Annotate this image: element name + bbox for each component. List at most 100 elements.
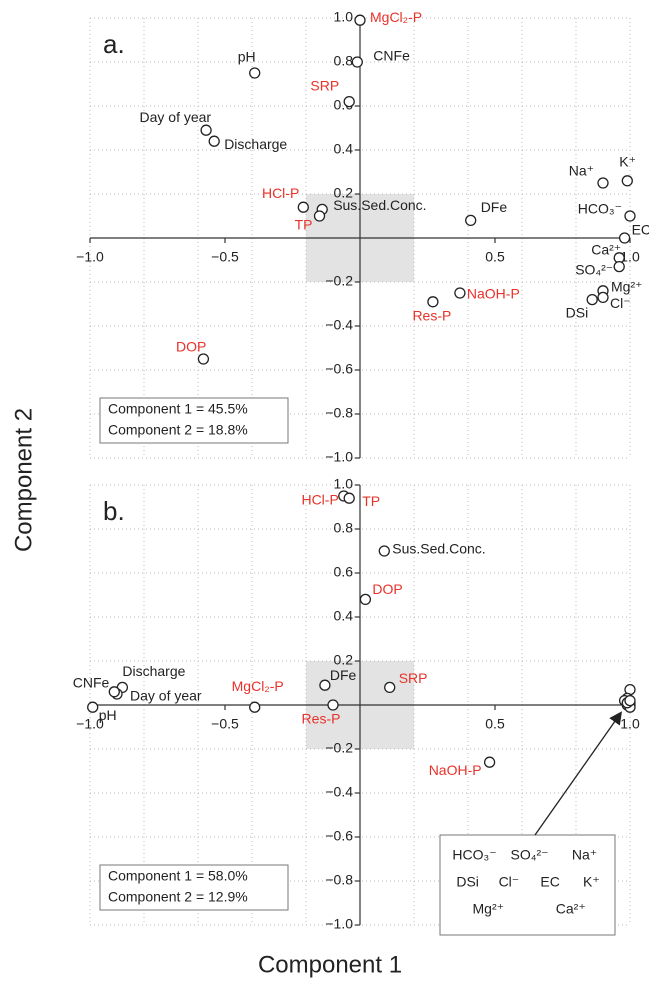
data-point xyxy=(108,686,120,698)
point-label: CNFe xyxy=(73,675,110,691)
data-point xyxy=(249,67,261,79)
data-point xyxy=(483,756,496,768)
callout-label: Cl⁻ xyxy=(499,874,520,890)
point-label: Res-P xyxy=(412,308,451,324)
data-point xyxy=(354,14,366,26)
data-point xyxy=(197,353,210,365)
data-point xyxy=(208,135,220,147)
point-label: SO₄²⁻ xyxy=(575,261,613,277)
y-tick-label: −0.6 xyxy=(325,361,353,377)
data-point xyxy=(327,699,339,711)
point-label: Cl⁻ xyxy=(610,295,631,311)
data-point xyxy=(359,593,372,606)
y-tick-label: −0.2 xyxy=(325,740,353,756)
x-tick-label: 0.5 xyxy=(485,249,505,265)
point-label: SRP xyxy=(310,77,339,93)
y-tick-label: 0.6 xyxy=(334,564,354,580)
annotation: Component 2 = 12.9% xyxy=(108,889,248,905)
data-point xyxy=(319,679,331,691)
x-tick-label: −1.0 xyxy=(76,249,104,265)
data-point xyxy=(249,701,261,713)
point-label: K⁺ xyxy=(619,154,636,170)
data-point xyxy=(343,492,355,504)
x-axis-title: Component 1 xyxy=(258,951,402,978)
point-label: EC xyxy=(632,222,649,238)
data-point xyxy=(87,701,99,713)
panel-label: a. xyxy=(103,29,125,59)
y-tick-label: 0.4 xyxy=(334,141,354,157)
point-label: SRP xyxy=(399,670,428,686)
y-tick-label: −1.0 xyxy=(325,916,353,932)
data-point xyxy=(613,260,625,273)
data-point xyxy=(313,210,326,222)
point-label: Discharge xyxy=(224,136,287,152)
point-label: HCl-P xyxy=(301,492,338,508)
callout-label: K⁺ xyxy=(583,874,600,890)
y-tick-label: −0.4 xyxy=(325,317,353,333)
panel-label: b. xyxy=(103,496,125,526)
x-tick-label: −0.5 xyxy=(211,716,239,732)
point-label: DOP xyxy=(176,339,206,355)
callout-arrow xyxy=(534,711,622,836)
stats-box xyxy=(99,864,289,911)
annotation: Component 1 = 58.0% xyxy=(108,868,248,884)
data-point xyxy=(351,56,363,68)
y-tick-label: −0.8 xyxy=(325,872,353,888)
point-label: MgCl₂-P xyxy=(232,678,284,694)
y-tick-label: 0.2 xyxy=(334,652,354,668)
callout-label: DSi xyxy=(456,874,479,890)
data-point xyxy=(454,287,466,299)
x-tick-label: 1.0 xyxy=(620,249,640,265)
point-label: TP xyxy=(295,217,313,233)
callout-box xyxy=(439,834,616,936)
point-label: Discharge xyxy=(122,663,185,679)
y-tick-label: −0.4 xyxy=(325,784,353,800)
annotation: Component 1 = 45.5% xyxy=(108,401,248,417)
point-label: pH xyxy=(99,707,117,723)
x-tick-label: −1.0 xyxy=(76,716,104,732)
callout-label: Na⁺ xyxy=(572,847,597,863)
data-point xyxy=(384,681,396,694)
point-label: DSi xyxy=(566,304,589,320)
y-tick-label: 0.4 xyxy=(334,608,354,624)
data-point xyxy=(427,296,439,308)
y-tick-label: 0.2 xyxy=(334,185,354,201)
point-label: Day of year xyxy=(140,109,212,125)
data-point xyxy=(297,201,309,213)
data-point xyxy=(597,291,609,304)
point-label: HCO₃⁻ xyxy=(578,201,622,217)
point-label: Ca²⁺ xyxy=(591,242,621,258)
data-point xyxy=(618,232,631,244)
point-label: TP xyxy=(362,493,380,509)
stats-box xyxy=(99,397,289,444)
y-tick-label: 0.8 xyxy=(334,520,354,536)
data-point xyxy=(586,293,598,306)
callout-label: Mg²⁺ xyxy=(473,901,505,917)
point-label: Res-P xyxy=(302,711,341,727)
y-tick-label: −0.8 xyxy=(325,405,353,421)
point-label: MgCl₂-P xyxy=(370,9,422,25)
y-axis-title: Component 2 xyxy=(10,408,37,552)
point-label: pH xyxy=(238,49,256,65)
y-tick-label: −1.0 xyxy=(325,449,353,465)
annotation: Component 2 = 18.8% xyxy=(108,422,248,438)
point-label: HCl-P xyxy=(262,185,299,201)
point-label: DFe xyxy=(330,667,357,683)
data-point xyxy=(597,177,609,189)
point-label: Sus.Sed.Conc. xyxy=(392,541,485,557)
y-tick-label: −0.6 xyxy=(325,828,353,844)
callout-label: Ca²⁺ xyxy=(556,901,586,917)
point-label: Na⁺ xyxy=(569,163,594,179)
point-label: NaOH-P xyxy=(467,286,520,302)
point-label: Mg²⁺ xyxy=(611,279,643,295)
data-point xyxy=(465,214,477,227)
data-point xyxy=(624,694,636,707)
data-point xyxy=(200,124,212,136)
y-tick-label: 0.8 xyxy=(334,53,354,69)
y-tick-label: 1.0 xyxy=(334,476,354,492)
data-point xyxy=(621,175,633,187)
callout-label: EC xyxy=(540,874,559,890)
y-tick-label: −0.2 xyxy=(325,273,353,289)
point-label: Sus.Sed.Conc. xyxy=(333,197,426,213)
